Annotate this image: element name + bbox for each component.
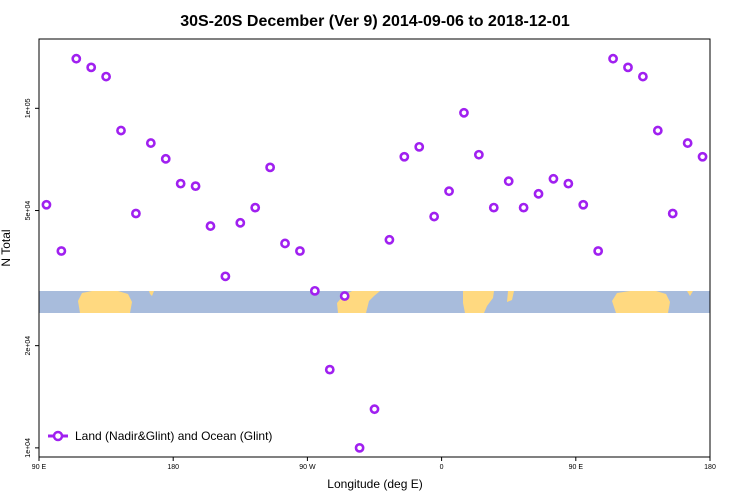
- y-axis-title: N Total: [0, 229, 13, 266]
- data-point: [563, 178, 574, 189]
- data-point: [131, 208, 141, 219]
- data-point: [116, 125, 126, 136]
- y-tick-label: 5e+04: [25, 201, 32, 221]
- ocean-strip: [39, 291, 710, 313]
- x-tick-label: 0: [440, 464, 444, 471]
- plot-frame: [38, 38, 711, 458]
- land-australia-left: [78, 291, 132, 313]
- data-point: [682, 138, 693, 148]
- x-tick-label: 90 E: [32, 464, 47, 471]
- data-point: [503, 176, 514, 187]
- data-point: [324, 364, 335, 375]
- data-point: [265, 162, 276, 173]
- data-point: [414, 141, 425, 152]
- data-point: [533, 188, 544, 199]
- data-point: [71, 53, 82, 64]
- x-tick-label: 90 E: [569, 464, 584, 471]
- data-point: [280, 238, 290, 249]
- data-point: [295, 246, 305, 256]
- data-point: [444, 186, 454, 197]
- data-point: [593, 246, 604, 256]
- data-point: [86, 62, 97, 73]
- x-tick-label: 180: [167, 464, 179, 471]
- x-tick-label: 90 W: [299, 464, 316, 471]
- data-point: [190, 181, 201, 192]
- data-point: [697, 151, 708, 162]
- data-point: [220, 271, 231, 282]
- y-tick-label: 1e+04: [25, 438, 32, 458]
- x-axis-title: Longitude (deg E): [327, 477, 422, 491]
- data-point: [459, 107, 469, 118]
- data-point: [652, 125, 663, 136]
- data-point: [578, 199, 589, 210]
- data-point: [250, 202, 261, 213]
- data-point: [235, 217, 246, 228]
- chart-title: 30S-20S December (Ver 9) 2014-09-06 to 2…: [180, 13, 570, 30]
- x-tick-label: 180: [704, 464, 716, 471]
- legend-label: Land (Nadir&Glint) and Ocean (Glint): [75, 429, 272, 443]
- land-strip: [78, 291, 693, 313]
- data-point: [623, 62, 633, 73]
- data-point: [339, 291, 350, 301]
- land-islet: [149, 291, 154, 296]
- data-point: [41, 199, 52, 210]
- data-point: [56, 246, 67, 256]
- data-point: [548, 173, 559, 184]
- data-point: [429, 211, 440, 222]
- data-point: [384, 234, 395, 245]
- data-point: [399, 151, 410, 162]
- data-point: [369, 404, 380, 415]
- legend: Land (Nadir&Glint) and Ocean (Glint): [48, 429, 272, 443]
- data-point: [488, 202, 499, 213]
- data-point: [175, 178, 186, 189]
- data-point: [518, 202, 529, 213]
- data-point: [638, 71, 648, 82]
- data-points: [41, 53, 708, 453]
- land-australia-right: [612, 291, 670, 313]
- land-islet-right: [687, 291, 693, 296]
- data-point: [608, 53, 618, 64]
- data-point: [354, 442, 365, 453]
- data-point: [667, 208, 678, 219]
- data-point: [145, 138, 156, 148]
- data-point: [473, 149, 484, 160]
- y-tick-label: 2e+04: [25, 336, 32, 356]
- data-point: [205, 221, 216, 231]
- x-axis: 90 E 180 90 W 0 90 E 180: [32, 457, 716, 471]
- data-point: [101, 71, 111, 82]
- land-madagascar: [507, 291, 514, 302]
- data-point: [160, 153, 171, 164]
- land-south-africa: [463, 291, 494, 313]
- legend-marker-symbol: [52, 430, 64, 442]
- y-tick-label: 1e+05: [25, 98, 32, 118]
- data-point: [309, 285, 320, 296]
- y-axis: 1e+04 2e+04 5e+04 1e+05: [25, 98, 39, 458]
